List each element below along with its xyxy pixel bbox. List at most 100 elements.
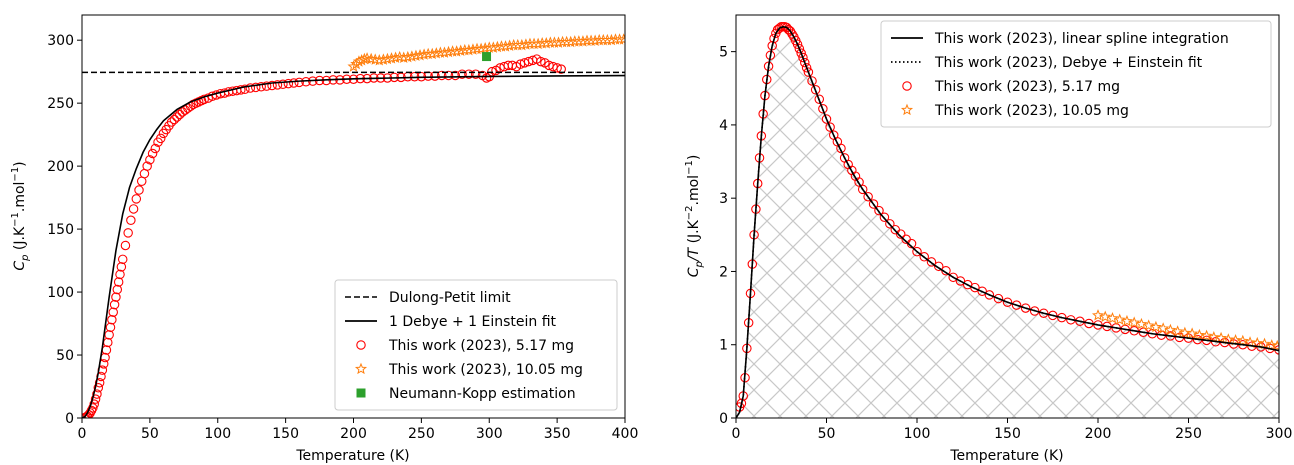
right-this-work-2023-5-17-mg-point — [948, 272, 958, 283]
left-this-work-2023-5-17-mg-point — [289, 78, 299, 88]
right-this-work-2023-5-17-mg-point — [836, 143, 846, 154]
left-legend: Dulong-Petit limit 1 Debye + 1 Einstein f… — [334, 279, 618, 411]
left-this-work-2023-5-17-mg-point — [457, 69, 467, 79]
left-this-work-2023-10-05-mg-point — [350, 57, 363, 70]
left-this-work-2023-5-17-mg-point — [104, 330, 114, 340]
left-this-work-2023-10-05-mg-point — [397, 51, 410, 63]
right-this-work-2023-5-17-mg-point — [874, 205, 884, 216]
left-this-work-2023-10-05-mg-point — [613, 33, 625, 45]
right-this-work-2023-5-17-mg-point — [926, 257, 937, 267]
left-this-work-2023-5-17-mg-points — [82, 54, 566, 418]
right-legend-this-work-2023-debye-einstein-fit-label: This work (2023), Debye + Einstein fit — [934, 55, 1203, 71]
right-this-work-2023-10-05-mg-point — [1120, 314, 1133, 327]
right-this-work-2023-5-17-mg-point — [803, 67, 814, 77]
right-this-work-2023-10-05-mg-point — [1106, 312, 1119, 324]
right-this-work-2023-5-17-mg-point — [796, 48, 806, 58]
left-this-work-2023-10-05-mg-point — [426, 47, 439, 60]
left-legend-this-work-2023-5-17-mg-handle — [356, 340, 366, 350]
right-this-work-2023-10-05-mg-point — [1157, 322, 1170, 334]
left-this-work-2023-5-17-mg-point — [536, 56, 546, 67]
left-legend-neumann-kopp-estimation-label: Neumann-Kopp estimation — [389, 386, 576, 402]
right-this-work-2023-10-05-mg-points — [1091, 309, 1279, 352]
right-this-work-2023-5-17-mg-point — [984, 290, 995, 300]
left-1-debye-1-einstein-fit-line — [82, 74, 625, 418]
left-this-work-2023-5-17-mg-point — [552, 63, 562, 73]
right-this-work-2023-10-05-mg-point — [1178, 326, 1191, 339]
right-this-work-2023-5-17-mg-point — [769, 33, 779, 44]
left-legend-neumann-kopp-estimation-handle — [356, 388, 366, 398]
left-this-work-2023-5-17-mg-point — [155, 133, 166, 144]
right-this-work-2023-10-05-mg-point — [1164, 323, 1177, 336]
left-x-tick-label: 250 — [408, 426, 435, 442]
right-x-tick-label: 200 — [1085, 426, 1112, 442]
right-x-tick-label: 250 — [1175, 426, 1202, 442]
left-this-work-2023-10-05-mg-point — [462, 43, 475, 56]
left-this-work-2023-10-05-mg-points — [347, 33, 625, 72]
left-this-work-2023-5-17-mg-point — [251, 82, 261, 93]
left-this-work-2023-5-17-mg-point — [89, 399, 99, 409]
left-x-axis-label: Temperature (K) — [295, 448, 409, 464]
right-this-work-2023-5-17-mg-point — [792, 39, 803, 50]
left-y-tick-label: 100 — [47, 285, 74, 301]
right-this-work-2023-5-17-mg-point — [857, 184, 868, 195]
right-this-work-2023-5-17-mg-point — [933, 261, 944, 272]
right-y-tick-label: 3 — [719, 191, 728, 207]
left-y-tick-label: 200 — [47, 159, 74, 175]
right-this-work-2023-10-05-mg-point — [1229, 333, 1242, 346]
left-this-work-2023-10-05-mg-point — [617, 33, 625, 45]
left-this-work-2023-5-17-mg-point — [85, 408, 95, 418]
right-this-work-2023-5-17-mg-point — [821, 114, 832, 124]
right-legend-box — [880, 20, 1272, 128]
right-x-tick-label: 150 — [994, 426, 1021, 442]
left-y-tick-label: 150 — [47, 222, 74, 238]
left-x-tick-label: 200 — [340, 426, 367, 442]
left-this-work-2023-5-17-mg-point — [142, 161, 152, 171]
left-this-work-2023-5-17-mg-point — [556, 64, 566, 74]
right-y-axis-label: Cp/T (J.K−2.mol−1) — [684, 155, 705, 278]
left-this-work-2023-5-17-mg-point — [261, 81, 272, 91]
right-y-tick-label: 0 — [719, 411, 728, 427]
right-hatched-area — [736, 26, 1279, 418]
right-this-work-2023-10-05-mg-point — [1186, 327, 1199, 339]
left-this-work-2023-5-17-mg-point — [172, 112, 182, 122]
right-this-work-2023-5-17-mg-point — [919, 252, 929, 262]
right-this-work-2023-10-05-mg-point — [1171, 325, 1184, 337]
right-this-work-2023-10-05-mg-point — [1099, 310, 1112, 323]
left-this-work-2023-5-17-mg-point — [92, 389, 102, 399]
right-legend-this-work-2023-5-17-mg-label: This work (2023), 5.17 mg — [934, 79, 1120, 95]
left-this-work-2023-10-05-mg-point — [361, 52, 374, 64]
right-this-work-2023-5-17-mg-point — [977, 286, 987, 296]
left-x-tick-label: 100 — [204, 426, 231, 442]
right-this-work-2023-5-17-mg-point — [970, 282, 980, 293]
right-this-work-2023-10-05-mg-point — [1258, 337, 1271, 350]
right-this-work-2023-10-05-mg-point — [1149, 320, 1162, 333]
right-this-work-2023-10-05-mg-point — [1091, 309, 1105, 321]
left-this-work-2023-5-17-mg-point — [120, 240, 131, 251]
right-this-work-2023-5-17-mg-point — [1057, 312, 1067, 323]
left-this-work-2023-5-17-mg-point — [128, 204, 139, 214]
right-this-work-2023-5-17-mg-point — [801, 63, 812, 73]
right-this-work-2023-10-05-mg-point — [1271, 339, 1279, 352]
left-x-tick-label: 400 — [612, 426, 639, 442]
right-x-tick-label: 300 — [1266, 426, 1293, 442]
left-this-work-2023-5-17-mg-point — [105, 322, 116, 333]
left-this-work-2023-5-17-mg-point — [272, 80, 283, 90]
right-this-work-2023-10-05-mg-point — [1135, 317, 1148, 330]
left-y-tick-label: 0 — [65, 411, 74, 427]
left-this-work-2023-5-17-mg-point — [169, 114, 180, 125]
right-x-tick-label: 50 — [818, 426, 836, 442]
left-this-work-2023-5-17-mg-point — [267, 80, 277, 91]
right-this-work-2023-5-17-mg-point — [1002, 297, 1013, 307]
left-this-work-2023-5-17-mg-point — [126, 215, 136, 226]
left-this-work-2023-5-17-mg-point — [240, 84, 250, 95]
right-y-tick-label: 4 — [719, 118, 728, 134]
left-legend-1-debye-1-einstein-fit-label: 1 Debye + 1 Einstein fit — [389, 314, 557, 330]
left-this-work-2023-5-17-mg-point — [283, 78, 294, 89]
left-legend-this-work-2023-10-05-mg-handle — [354, 362, 368, 375]
left-this-work-2023-10-05-mg-point — [377, 53, 390, 65]
left-this-work-2023-5-17-mg-point — [116, 262, 127, 272]
right-this-work-2023-5-17-mg-point — [955, 276, 966, 286]
left-this-work-2023-10-05-mg-point — [475, 42, 488, 55]
right-this-work-2023-10-05-mg-point — [1251, 336, 1264, 349]
left-this-work-2023-10-05-mg-point — [413, 48, 427, 61]
